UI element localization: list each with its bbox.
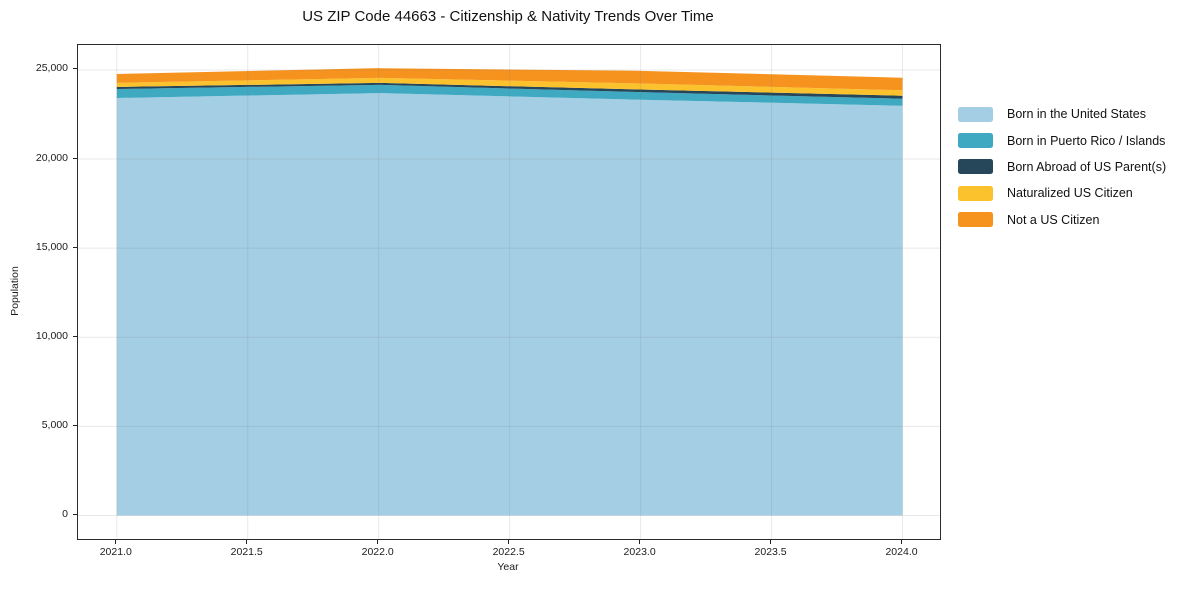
x-tick-mark <box>115 540 117 544</box>
legend-swatch-icon <box>958 212 993 228</box>
x-tick-label: 2023.5 <box>754 546 787 558</box>
legend-item: Born Abroad of US Parent(s) <box>958 154 1166 180</box>
x-tick-label: 2021.5 <box>230 546 263 558</box>
y-tick-label: 5,000 <box>41 418 68 431</box>
stacked-area-chart <box>78 45 940 539</box>
y-tick-mark <box>73 424 77 426</box>
y-tick-mark <box>73 513 77 515</box>
chart-title: US ZIP Code 44663 - Citizenship & Nativi… <box>302 8 714 25</box>
legend-swatch-icon <box>958 133 993 149</box>
x-tick-mark <box>377 540 379 544</box>
area-series-born-in-the-united-states <box>116 93 903 516</box>
legend-swatch-icon <box>958 159 993 175</box>
legend-label: Born Abroad of US Parent(s) <box>1007 159 1167 174</box>
legend-item: Born in the United States <box>958 101 1166 127</box>
y-tick-label: 10,000 <box>35 329 68 342</box>
y-axis-label: Population <box>9 266 21 316</box>
y-tick-label: 25,000 <box>35 62 68 75</box>
area-series-born-in-puerto-rico-islands <box>116 84 903 106</box>
x-tick-label: 2023.0 <box>623 546 656 558</box>
x-tick-mark <box>639 540 641 544</box>
y-tick-mark <box>73 68 77 70</box>
legend-label: Born in Puerto Rico / Islands <box>1007 133 1166 148</box>
y-tick-mark <box>73 246 77 248</box>
legend-swatch-icon <box>958 106 993 122</box>
x-tick-label: 2021.0 <box>99 546 132 558</box>
x-tick-label: 2022.5 <box>492 546 525 558</box>
x-tick-mark <box>901 540 903 544</box>
y-tick-label: 0 <box>62 507 68 520</box>
y-tick-label: 20,000 <box>35 151 68 164</box>
x-tick-label: 2024.0 <box>885 546 918 558</box>
y-tick-mark <box>73 157 77 159</box>
x-tick-label: 2022.0 <box>361 546 394 558</box>
legend-label: Born in the United States <box>1007 107 1146 122</box>
legend-item: Not a US Citizen <box>958 207 1166 233</box>
x-tick-mark <box>508 540 510 544</box>
y-tick-label: 15,000 <box>35 240 68 253</box>
legend-label: Not a US Citizen <box>1007 212 1100 227</box>
legend-item: Naturalized US Citizen <box>958 180 1166 206</box>
legend-swatch-icon <box>958 185 993 201</box>
area-series-naturalized-us-citizen <box>116 77 903 96</box>
legend-item: Born in Puerto Rico / Islands <box>958 127 1166 153</box>
x-tick-mark <box>770 540 772 544</box>
x-axis-label: Year <box>497 561 519 573</box>
y-tick-mark <box>73 335 77 337</box>
area-series-not-a-us-citizen <box>116 68 903 91</box>
legend: Born in the United States Born in Puerto … <box>958 101 1166 233</box>
x-tick-mark <box>246 540 248 544</box>
plot-area <box>77 44 941 540</box>
legend-label: Naturalized US Citizen <box>1007 186 1133 201</box>
